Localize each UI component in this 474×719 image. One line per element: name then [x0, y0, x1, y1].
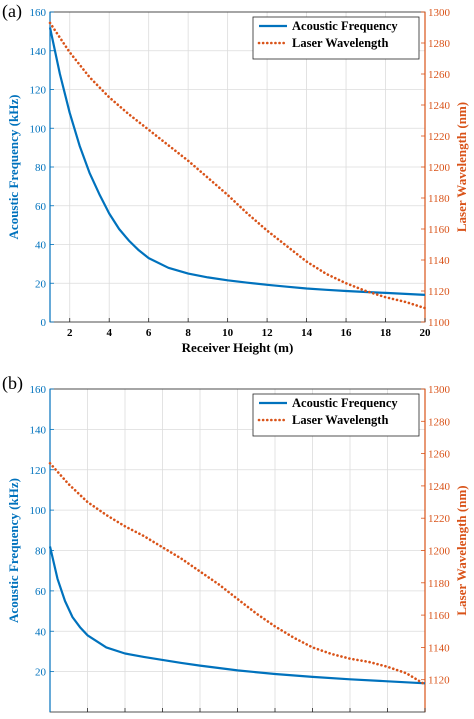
- acoustic-frequency-line: [48, 27, 426, 296]
- y-left-axis-label: Acoustic Frequency (kHz): [6, 478, 21, 623]
- x-tick-label: 16: [341, 327, 353, 339]
- x-tick-label: 300: [154, 717, 171, 719]
- panel-label: (a): [2, 1, 22, 22]
- acoustic-frequency-line: [48, 546, 426, 685]
- y-right-tick-label: 1200: [428, 162, 451, 174]
- y-left-tick-label: 160: [30, 7, 47, 19]
- legend-box: [252, 16, 420, 60]
- y-left-tick-label: 100: [30, 505, 47, 517]
- panel-label: (b): [2, 373, 23, 394]
- y-left-tick-label: 20: [35, 278, 47, 290]
- y-left-tick-label: 80: [35, 546, 47, 558]
- legend-entry: Acoustic Frequency: [292, 19, 398, 33]
- x-tick-label: 200: [117, 717, 134, 719]
- legend-entry: Acoustic Frequency: [292, 396, 398, 410]
- y-left-tick-label: 140: [30, 424, 47, 436]
- y-right-tick-label: 1240: [428, 100, 451, 112]
- x-tick-label: 800: [342, 717, 359, 719]
- x-tick-label: 2: [67, 327, 73, 339]
- y-right-tick-label: 1100: [428, 317, 450, 329]
- y-right-tick-label: 1200: [428, 546, 451, 558]
- legend: Acoustic Frequency Laser Wavelength: [252, 16, 420, 60]
- y-left-tick-label: 120: [30, 465, 47, 477]
- laser-wavelength-line: [48, 461, 427, 686]
- y-right-tick-label: 1300: [428, 7, 451, 19]
- y-right-tick-label: 1280: [428, 416, 451, 428]
- y-left-tick-label: 140: [30, 46, 47, 58]
- x-tick-label: 400: [192, 717, 209, 719]
- chart-panel-b: (b) 100 200 300 400 500 600 700 800 900 1000 20 40 60…: [2, 373, 469, 719]
- y-left-tick-label: 80: [35, 162, 47, 174]
- y-right-tick-label: 1260: [428, 449, 451, 461]
- y-right-tick-label: 1140: [428, 255, 450, 267]
- legend-entry: Laser Wavelength: [292, 36, 388, 50]
- x-tick-label: 700: [304, 717, 321, 719]
- y-right-tick-label: 1280: [428, 38, 451, 50]
- y-left-tick-label: 40: [35, 240, 47, 252]
- chart-panel-a: (a) 2 4 6 8 10 12 14 16 18 20 0 20 40 60 80 100 120 140 160…: [2, 1, 469, 355]
- y-left-tick-label: 160: [30, 384, 47, 396]
- x-axis-label: Receiver Height (m): [182, 340, 294, 355]
- x-tick-label: 100: [79, 717, 96, 719]
- x-tick-label: 18: [380, 327, 392, 339]
- y-left-tick-label: 0: [41, 317, 47, 329]
- x-tick-label: 14: [301, 327, 313, 339]
- y-right-tick-label: 1240: [428, 481, 451, 493]
- y-left-tick-label: 60: [35, 586, 47, 598]
- y-right-axis-label: Laser Wavelength (nm): [454, 102, 469, 232]
- y-right-tick-label: 1160: [428, 224, 450, 236]
- x-tick-label: 1000: [414, 717, 437, 719]
- y-right-tick-label: 1120: [428, 675, 450, 687]
- y-right-tick-label: 1140: [428, 642, 450, 654]
- y-left-tick-label: 100: [30, 123, 47, 135]
- y-right-tick-label: 1220: [428, 131, 451, 143]
- x-tick-label: 4: [106, 327, 112, 339]
- x-tick-label: 12: [262, 327, 274, 339]
- legend-entry: Laser Wavelength: [292, 413, 388, 427]
- y-right-tick-label: 1260: [428, 69, 451, 81]
- y-right-tick-label: 1160: [428, 610, 450, 622]
- legend-box: [252, 393, 420, 437]
- x-tick-label: 8: [185, 327, 191, 339]
- y-left-tick-label: 40: [35, 626, 47, 638]
- y-right-tick-label: 1180: [428, 193, 450, 205]
- y-left-tick-label: 120: [30, 85, 47, 97]
- laser-wavelength-line: [48, 21, 427, 310]
- x-tick-label: 20: [420, 327, 432, 339]
- y-right-tick-label: 1180: [428, 578, 450, 590]
- x-tick-label: 10: [222, 327, 234, 339]
- legend: Acoustic Frequency Laser Wavelength: [252, 393, 420, 437]
- y-right-tick-label: 1220: [428, 513, 451, 525]
- y-right-tick-label: 1120: [428, 286, 450, 298]
- y-left-tick-label: 60: [35, 201, 47, 213]
- y-right-axis-label: Laser Wavelength (nm): [454, 485, 469, 615]
- y-left-axis-label: Acoustic Frequency (kHz): [6, 95, 21, 240]
- x-tick-label: 900: [379, 717, 396, 719]
- x-tick-label: 600: [267, 717, 284, 719]
- y-right-tick-label: 1300: [428, 384, 451, 396]
- x-tick-label: 500: [229, 717, 246, 719]
- y-left-tick-label: 20: [35, 667, 47, 679]
- x-tick-label: 6: [146, 327, 152, 339]
